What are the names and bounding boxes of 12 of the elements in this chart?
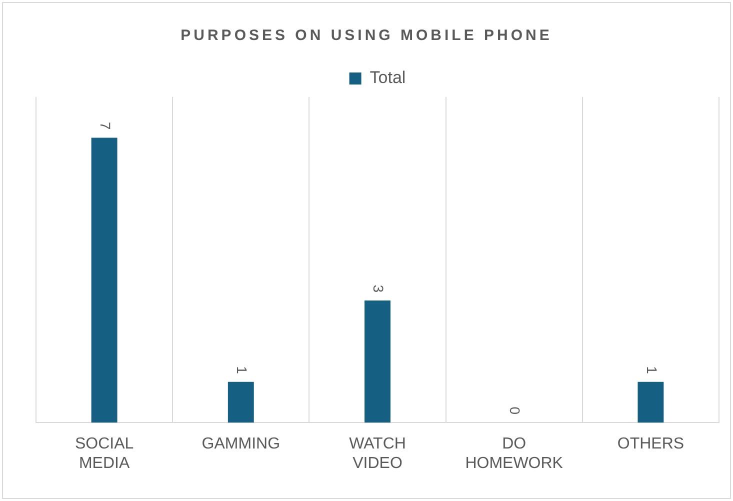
data-label: 1 bbox=[644, 366, 660, 374]
x-tick-label: WATCH VIDEO bbox=[349, 436, 406, 472]
x-tick-label: GAMMING bbox=[202, 436, 280, 453]
data-label: 0 bbox=[507, 406, 524, 415]
x-tick-label: OTHERS bbox=[617, 436, 684, 453]
x-tick-label: DO HOMEWORK bbox=[465, 436, 564, 472]
x-tick-label: SOCIAL MEDIA bbox=[74, 436, 134, 472]
chart-title: PURPOSES ON USING MOBILE PHONE bbox=[180, 27, 554, 44]
legend-label: Total bbox=[370, 68, 406, 88]
data-label: 7 bbox=[97, 122, 114, 130]
data-label: 1 bbox=[234, 366, 250, 374]
data-label: 3 bbox=[370, 284, 387, 293]
